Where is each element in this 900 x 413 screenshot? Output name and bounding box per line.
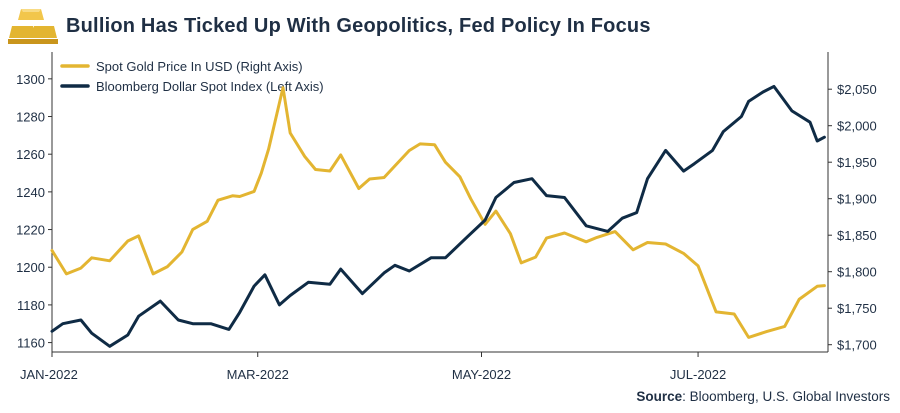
right-axis-tick-label: $1,800 [837, 265, 877, 280]
right-axis-tick-label: $2,000 [837, 119, 877, 134]
right-axis-tick-label: $1,950 [837, 155, 877, 170]
legend-label-gold: Spot Gold Price In USD (Right Axis) [96, 59, 303, 74]
left-axis-tick-label: 1220 [16, 223, 45, 238]
gold-bars-icon [8, 9, 58, 44]
left-axis-tick-label: 1300 [16, 72, 45, 87]
dollar-index-line [50, 84, 826, 348]
x-axis-tick-label: MAY-2022 [452, 367, 511, 382]
x-axis-tick-label: MAR-2022 [227, 367, 289, 382]
left-axis-tick-label: 1260 [16, 147, 45, 162]
right-axis-tick-label: $1,850 [837, 228, 877, 243]
left-axis-tick-label: 1240 [16, 185, 45, 200]
right-axis-tick-label: $1,900 [837, 192, 877, 207]
chart-title: Bullion Has Ticked Up With Geopolitics, … [66, 15, 651, 37]
left-axis-tick-label: 1160 [17, 336, 45, 351]
right-axis-tick-label: $1,750 [837, 301, 877, 316]
x-axis-tick-label: JAN-2022 [20, 367, 78, 382]
x-axis-tick-label: JUL-2022 [670, 367, 726, 382]
right-axis-tick-label: $1,700 [837, 338, 877, 353]
left-axis-tick-label: 1200 [16, 260, 45, 275]
header: Bullion Has Ticked Up With Geopolitics, … [8, 6, 892, 50]
left-axis-tick-label: 1180 [17, 298, 45, 313]
left-axis-tick-label: 1280 [16, 110, 45, 125]
source-label: Source [636, 389, 683, 404]
legend: Spot Gold Price In USD (Right Axis) Bloom… [60, 59, 324, 94]
right-axis-tick-label: $2,050 [837, 82, 877, 97]
source-text: : Bloomberg, U.S. Global Investors [682, 389, 890, 404]
series-layer [50, 84, 826, 348]
gold-price-line [50, 86, 826, 339]
axes: 1160 1180 1200 1220 1240 1260 1280 1300 $1,700 $1… [16, 52, 877, 382]
legend-label-dollar: Bloomberg Dollar Spot Index (Left Axis) [96, 79, 324, 94]
source-note: Source: Bloomberg, U.S. Global Investors [636, 389, 890, 404]
